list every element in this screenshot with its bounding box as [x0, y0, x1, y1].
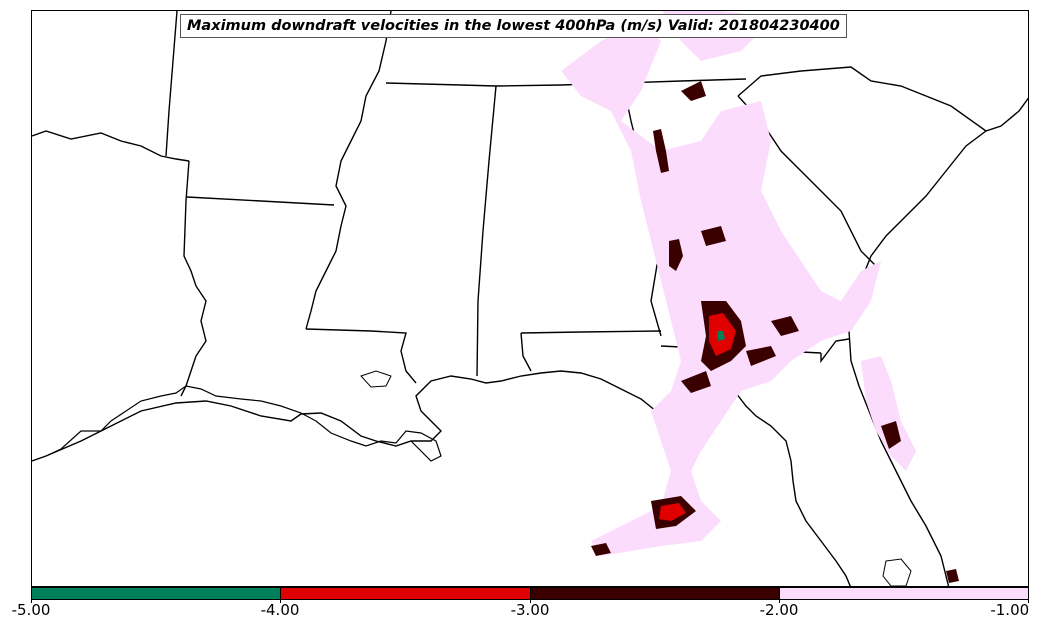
colorbar-segment-2	[280, 588, 530, 599]
colorbar-tick-label: -4.00	[260, 601, 300, 619]
colorbar-tickmark	[530, 599, 531, 603]
colorbar-tickmark	[1028, 599, 1029, 603]
ar-la-border	[186, 196, 335, 206]
colorbar-segment-4	[778, 588, 1028, 599]
colorbar-tickmark	[280, 599, 281, 603]
atlantic-coastline	[848, 97, 1028, 586]
la-ms-border	[305, 328, 417, 384]
ga-fl-border	[820, 338, 850, 364]
colorbar-tick-label: -1.00	[990, 601, 1030, 619]
downdraft-cores	[591, 81, 959, 583]
mississippi-river-border	[305, 11, 392, 330]
tn-south-border	[385, 78, 747, 87]
tx-la-border	[180, 160, 207, 397]
lake-pontchartrain	[360, 370, 392, 388]
sc-nc-border	[737, 66, 987, 132]
colorbar-tickmark	[779, 599, 780, 603]
colorbar-tick-label: -3.00	[510, 601, 550, 619]
colorbar-tick-label: -5.00	[11, 601, 51, 619]
colorbar-segment-3	[529, 588, 779, 599]
ms-al-border	[476, 85, 497, 377]
downdraft-field-light	[561, 11, 916, 556]
tx-ok-border	[32, 130, 190, 162]
colorbar-tick-label: -2.00	[759, 601, 799, 619]
map-title: Maximum downdraft velocities in the lowe…	[180, 14, 847, 38]
colorbar-segment-1	[32, 588, 281, 599]
colorbar-tickmark	[31, 599, 32, 603]
lake-okeechobee	[882, 558, 912, 586]
louisiana-coast	[45, 385, 442, 462]
map-frame	[31, 10, 1029, 587]
ok-ar-border	[165, 11, 178, 157]
gulf-coastline	[32, 370, 851, 586]
map-canvas	[32, 11, 1028, 586]
